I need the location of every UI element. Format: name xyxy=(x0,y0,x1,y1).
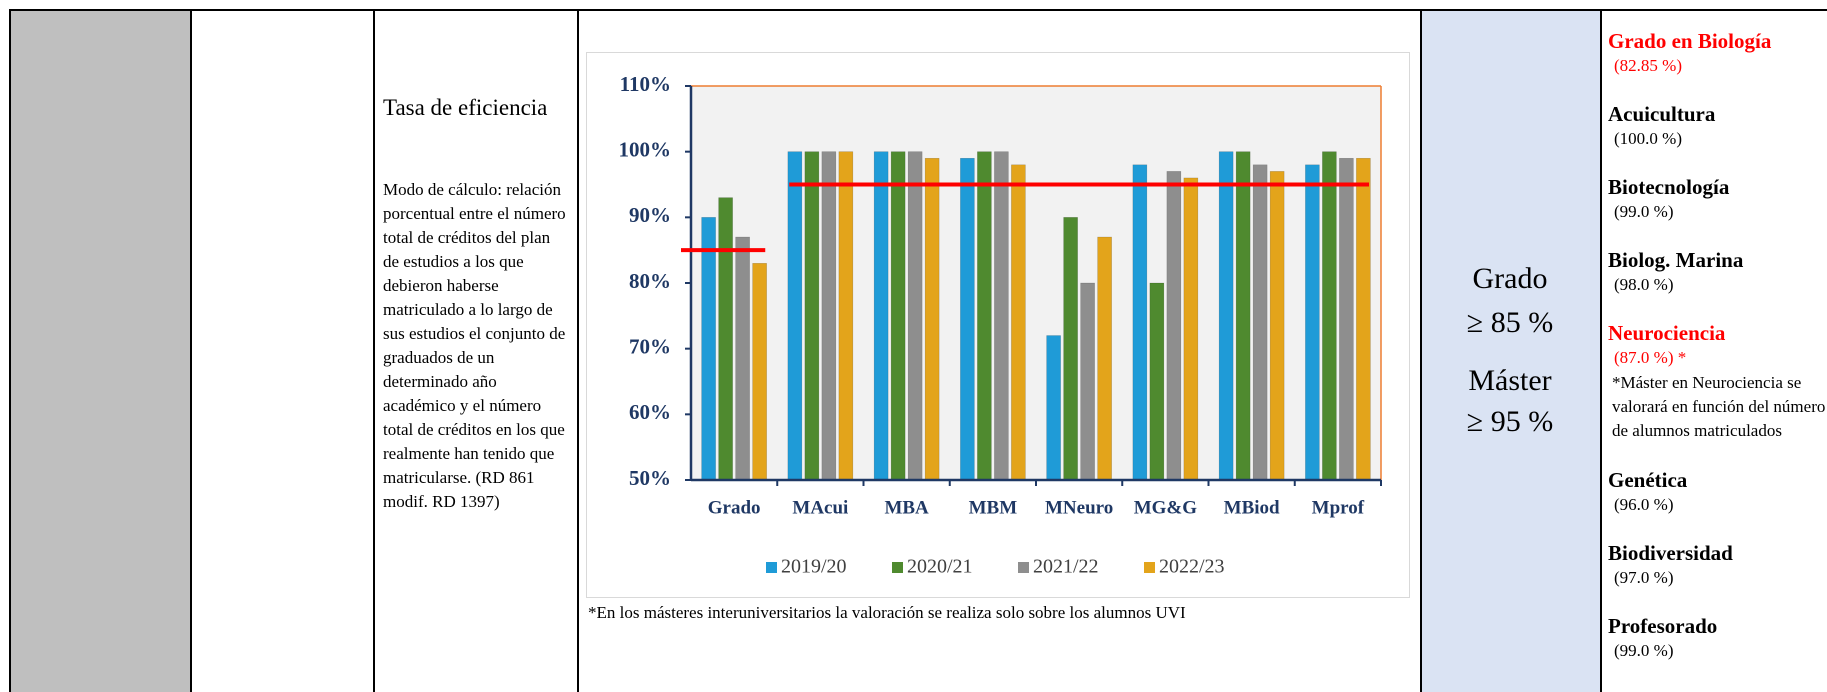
x-tick-label: MAcui xyxy=(792,497,848,518)
bar xyxy=(1269,171,1285,481)
bar xyxy=(1322,151,1337,481)
x-tick-label: Grado xyxy=(708,497,761,518)
bar xyxy=(1218,151,1234,481)
bar xyxy=(890,151,906,481)
result-value: (87.0 %) * xyxy=(1614,348,1687,367)
result-value: (98.0 %) xyxy=(1614,275,1674,294)
y-tick-label: 110% xyxy=(620,72,671,96)
bar xyxy=(977,151,992,481)
cell-border xyxy=(190,9,192,692)
result-value: (99.0 %) xyxy=(1614,641,1674,660)
target-cell xyxy=(1420,11,1600,692)
result-name: Neurociencia xyxy=(1608,321,1726,345)
target-label: Máster xyxy=(1468,364,1552,397)
bar xyxy=(701,217,716,481)
bar xyxy=(1097,236,1112,481)
bar xyxy=(1305,164,1320,481)
result-name: Biodiversidad xyxy=(1608,541,1733,565)
table-top-border xyxy=(9,9,1827,11)
cell-border xyxy=(373,9,375,692)
result-name: Biotecnología xyxy=(1608,175,1730,199)
bar xyxy=(1183,177,1199,481)
cell-border xyxy=(1420,9,1422,692)
result-value: (100.0 %) xyxy=(1614,129,1682,148)
result-item: Neurociencia (87.0 %) * *Máster en Neuroci… xyxy=(1608,319,1827,443)
indicator-description: Modo de cálculo: relación porcentual ent… xyxy=(383,180,566,511)
result-item: Biodiversidad (97.0 %) xyxy=(1608,539,1827,589)
y-tick-label: 60% xyxy=(629,400,671,424)
cell-border xyxy=(577,9,579,692)
result-value: (96.0 %) xyxy=(1614,495,1674,514)
x-tick-label: MBM xyxy=(969,497,1018,518)
target-value: ≥ 95 % xyxy=(1466,405,1554,438)
bar xyxy=(1046,335,1061,481)
x-tick-label: MBA xyxy=(884,497,929,518)
target-label: Grado xyxy=(1472,262,1548,295)
bar xyxy=(1063,217,1078,481)
y-tick-label: 70% xyxy=(629,334,671,358)
x-tick-label: MBiod xyxy=(1224,497,1280,518)
legend-swatch xyxy=(892,562,903,573)
result-item: Grado en Biología (82.85 %) xyxy=(1608,27,1827,77)
legend-swatch xyxy=(1144,562,1155,573)
y-tick-label: 100% xyxy=(619,137,672,161)
result-note: *Máster en Neurociencia se valorará en f… xyxy=(1612,373,1826,440)
bar xyxy=(838,151,854,481)
results-list: Grado en Biología (82.85 %) Acuicultura (10… xyxy=(1608,27,1827,685)
bar xyxy=(752,263,767,481)
result-name: Genética xyxy=(1608,468,1688,492)
bar xyxy=(960,157,975,481)
x-tick-label: Mprof xyxy=(1312,497,1365,518)
bar xyxy=(1149,282,1165,481)
bar xyxy=(907,151,923,481)
result-item: Biotecnología (99.0 %) xyxy=(1608,173,1827,223)
result-item: Biolog. Marina (98.0 %) xyxy=(1608,246,1827,296)
x-tick-label: MG&G xyxy=(1134,497,1198,518)
result-name: Acuicultura xyxy=(1608,102,1716,126)
gray-cell xyxy=(9,11,190,692)
result-name: Profesorado xyxy=(1608,614,1718,638)
result-name: Biolog. Marina xyxy=(1608,248,1744,272)
result-name: Grado en Biología xyxy=(1608,29,1772,53)
chart-note: *En los másteres interuniversitarios la … xyxy=(588,603,1186,622)
result-item: Profesorado (99.0 %) xyxy=(1608,612,1827,662)
bar xyxy=(1235,151,1251,481)
y-tick-label: 80% xyxy=(629,269,671,293)
cell-border xyxy=(1600,9,1602,692)
bar xyxy=(1356,157,1371,481)
legend-label: 2022/23 xyxy=(1159,556,1225,578)
bar xyxy=(1252,164,1268,481)
result-item: Acuicultura (100.0 %) xyxy=(1608,100,1827,150)
legend-swatch xyxy=(766,562,777,573)
bar xyxy=(804,151,820,481)
legend-label: 2020/21 xyxy=(907,556,973,578)
bar xyxy=(1132,164,1148,481)
indicator-title: Tasa de eficiencia xyxy=(383,95,548,120)
legend-label: 2019/20 xyxy=(781,556,847,578)
result-value: (99.0 %) xyxy=(1614,202,1674,221)
bar xyxy=(1080,282,1095,481)
bar xyxy=(1011,164,1026,481)
y-tick-label: 90% xyxy=(629,203,671,227)
bar xyxy=(1166,171,1182,481)
target-value: ≥ 85 % xyxy=(1466,306,1554,339)
x-tick-label: MNeuro xyxy=(1045,497,1113,518)
result-value: (97.0 %) xyxy=(1614,568,1674,587)
result-item: Genética (96.0 %) xyxy=(1608,466,1827,516)
bar xyxy=(994,151,1009,481)
result-value: (82.85 %) xyxy=(1614,56,1682,75)
bar xyxy=(924,157,940,481)
cell-border xyxy=(9,9,11,692)
bar xyxy=(873,151,889,481)
bar xyxy=(1339,157,1354,481)
legend-label: 2021/22 xyxy=(1033,556,1099,578)
y-tick-label: 50% xyxy=(629,466,671,490)
legend-swatch xyxy=(1018,562,1029,573)
bar xyxy=(735,236,750,481)
bar xyxy=(821,151,837,481)
bar xyxy=(718,197,733,481)
bar xyxy=(787,151,803,481)
chart: 50% 60% 70% 80% 90% 100% 110% Grado MAcui MBA MBM M… xyxy=(586,52,1410,598)
